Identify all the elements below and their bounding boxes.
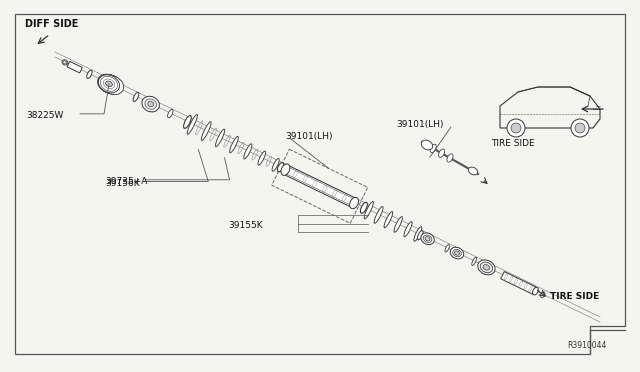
Ellipse shape [454,251,460,255]
Text: 39735+A: 39735+A [105,177,147,186]
Polygon shape [284,166,356,207]
Ellipse shape [142,96,159,112]
Ellipse shape [360,202,367,213]
Ellipse shape [281,164,290,175]
Ellipse shape [216,129,225,147]
Ellipse shape [168,109,173,118]
Ellipse shape [100,75,123,94]
Ellipse shape [230,137,238,153]
Ellipse shape [532,288,538,295]
Ellipse shape [272,158,279,171]
Ellipse shape [421,140,433,150]
Ellipse shape [430,144,436,153]
Polygon shape [67,61,83,73]
Ellipse shape [417,231,423,240]
Ellipse shape [187,115,198,134]
Polygon shape [500,272,536,294]
Circle shape [571,119,589,137]
Ellipse shape [414,227,422,241]
Ellipse shape [478,260,495,275]
Ellipse shape [384,212,393,228]
Ellipse shape [421,233,435,244]
Text: 39155K: 39155K [228,221,262,231]
Circle shape [507,119,525,137]
Ellipse shape [145,99,157,109]
Ellipse shape [244,144,252,159]
Ellipse shape [445,245,449,252]
Ellipse shape [99,75,120,93]
Ellipse shape [480,262,493,273]
Ellipse shape [62,60,68,65]
Text: TIRE SIDE: TIRE SIDE [491,140,534,148]
Ellipse shape [451,247,464,259]
Ellipse shape [258,151,266,165]
Ellipse shape [99,74,121,94]
Ellipse shape [364,202,373,219]
Ellipse shape [100,75,124,94]
Circle shape [575,123,585,133]
Ellipse shape [202,122,211,141]
Ellipse shape [541,292,545,298]
Ellipse shape [87,70,92,78]
Ellipse shape [277,163,284,172]
Ellipse shape [99,75,122,94]
Ellipse shape [425,237,430,241]
Ellipse shape [483,264,490,270]
Ellipse shape [423,235,432,243]
Ellipse shape [148,102,154,107]
Ellipse shape [404,222,412,237]
Ellipse shape [133,92,139,102]
Text: 38225W: 38225W [26,111,63,120]
Ellipse shape [447,154,453,162]
Ellipse shape [438,149,445,157]
Text: R3910044: R3910044 [567,341,606,350]
Text: DIFF SIDE: DIFF SIDE [25,19,78,29]
Text: 39101(LH): 39101(LH) [285,132,333,141]
Text: 39101(LH): 39101(LH) [396,121,444,129]
Ellipse shape [184,116,191,128]
Text: 39156K: 39156K [105,179,140,188]
Ellipse shape [468,167,477,175]
Ellipse shape [349,197,358,209]
Ellipse shape [106,81,113,87]
Ellipse shape [63,61,67,64]
Ellipse shape [394,217,403,232]
Circle shape [511,123,521,133]
Ellipse shape [374,206,383,223]
Ellipse shape [472,257,477,266]
Ellipse shape [97,74,120,93]
Text: TIRE SIDE: TIRE SIDE [550,292,600,301]
Ellipse shape [452,249,461,257]
